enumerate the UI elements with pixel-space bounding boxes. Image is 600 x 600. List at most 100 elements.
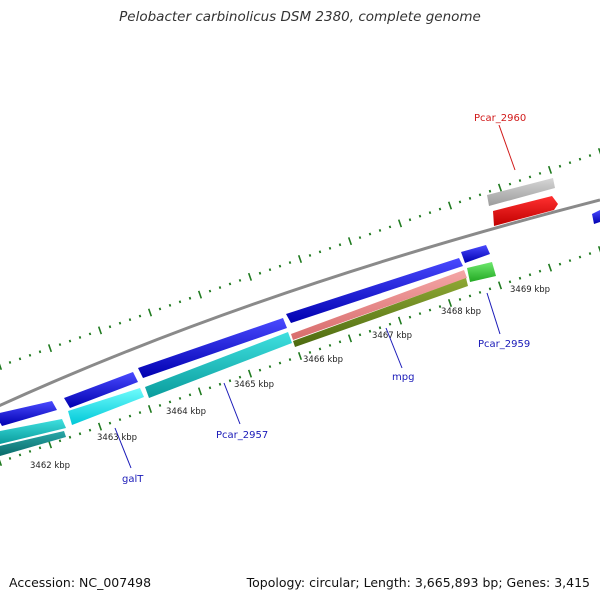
major-tick [297,351,303,361]
major-tick [147,404,153,414]
minor-tick [38,446,42,450]
major-tick [347,334,353,343]
minor-tick [518,179,522,182]
feature-forward-cds [461,245,490,263]
leader-line-pcar2960 [498,124,516,171]
minor-tick [528,175,532,179]
minor-tick [268,365,272,369]
minor-tick [58,439,62,443]
major-tick [0,363,3,371]
leader-line-galt [114,427,132,469]
minor-tick [238,278,242,282]
kbp-label: 3468 kbp [441,307,481,317]
minor-tick [178,396,182,400]
kbp-label: 3462 kbp [30,461,70,471]
minor-tick [578,157,582,161]
minor-tick [488,189,492,193]
major-tick [47,344,53,353]
major-tick [497,281,503,290]
feature-forward-cds [0,401,57,426]
minor-tick [408,315,412,319]
feature-reverse-cds [0,431,66,456]
major-tick [197,290,203,299]
minor-tick [118,321,122,325]
minor-tick [88,332,92,336]
minor-tick [88,428,92,432]
kbp-label: 3466 kbp [303,355,343,365]
kbp-label: 3464 kbp [166,407,206,417]
major-tick [447,298,453,308]
gene-label-pcar2957[interactable]: Pcar_2957 [216,430,268,441]
minor-tick [18,453,22,457]
minor-tick [58,343,62,347]
inner-tick-track [0,245,600,467]
minor-tick [478,290,482,294]
minor-tick [158,404,162,407]
minor-tick [188,296,192,300]
major-tick [247,369,253,378]
minor-tick [328,343,332,347]
major-tick [97,326,103,335]
reverse-strand-features [0,262,496,456]
minor-tick [278,264,282,268]
minor-tick [18,357,22,361]
minor-tick [538,269,542,273]
minor-tick [108,421,112,425]
major-tick [547,263,553,272]
minor-tick [308,351,312,354]
minor-tick [578,255,582,259]
minor-tick [428,308,432,312]
major-tick [497,183,503,192]
minor-tick [418,312,422,316]
minor-tick [38,350,42,354]
minor-tick [508,280,512,284]
gene-label-galt[interactable]: galT [122,474,144,485]
minor-tick [208,289,212,293]
kbp-label: 3467 kbp [372,331,412,341]
minor-tick [328,246,332,250]
minor-tick [388,225,392,229]
minor-tick [68,339,72,343]
minor-tick [558,164,562,168]
minor-tick [368,232,372,236]
gene-label-pcar2960[interactable]: Pcar_2960 [474,113,526,124]
minor-tick [428,211,432,215]
minor-tick [138,411,142,414]
major-tick [397,219,403,228]
minor-tick [118,418,122,422]
minor-tick [188,393,192,397]
minor-tick [318,347,322,351]
minor-tick [238,375,242,379]
minor-tick [528,273,532,277]
feature-forward-cds [138,318,287,378]
minor-tick [358,333,362,337]
feature-gray-gene [487,178,555,206]
major-tick [297,254,303,264]
accession-label: Accession: NC_007498 [9,575,152,590]
minor-tick [358,236,362,240]
major-tick [597,147,600,155]
major-tick [147,308,153,317]
minor-tick [468,294,472,298]
minor-tick [508,182,512,186]
minor-tick [538,171,542,175]
feature-olive-mpg [293,278,468,347]
minor-tick [568,259,572,263]
feature-reverse-cds-galT [68,388,144,425]
minor-tick [438,305,442,308]
map-title: Pelobacter carbinolicus DSM 2380, comple… [119,9,481,25]
minor-tick [258,368,262,372]
minor-tick [128,414,132,418]
minor-tick [558,262,562,266]
leader-line-mpg [385,327,403,369]
minor-tick [278,361,282,365]
gene-label-mpg[interactable]: mpg [392,372,414,383]
minor-tick [588,154,592,157]
minor-tick [378,229,382,232]
gene-label-pcar2959[interactable]: Pcar_2959 [478,339,530,350]
major-tick [547,165,553,174]
feature-reverse-cds-pcar2957 [145,332,292,398]
minor-tick [128,318,132,322]
major-tick [97,422,103,431]
minor-tick [28,449,32,453]
